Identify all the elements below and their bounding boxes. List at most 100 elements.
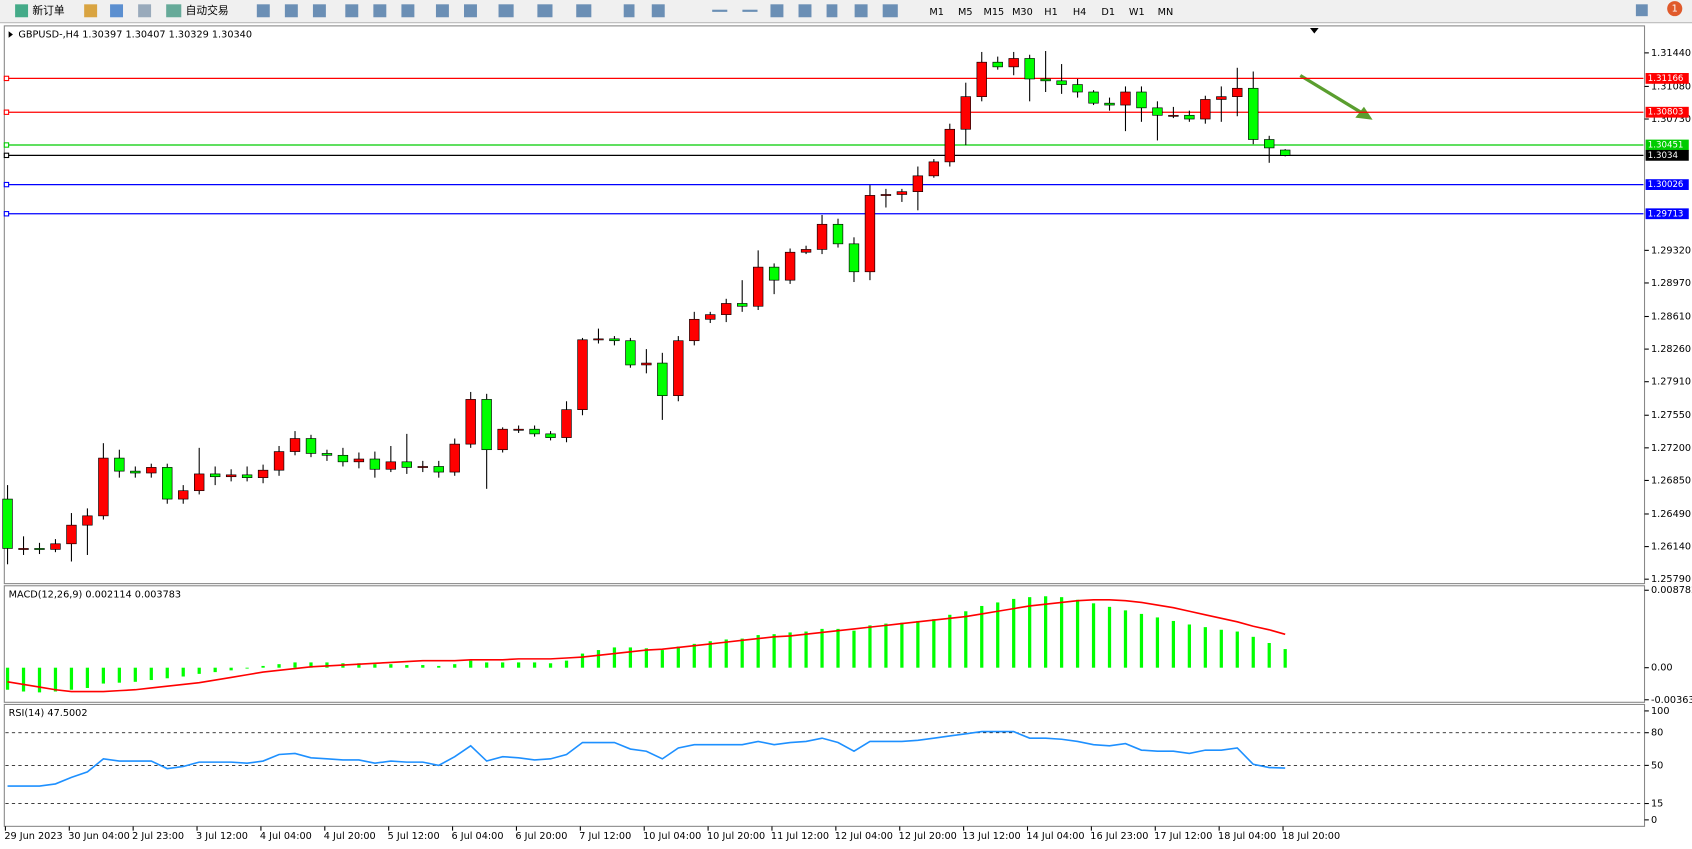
level-label-box [1645, 73, 1689, 84]
candle-body [1264, 139, 1275, 149]
x-tick-label: 16 Jul 23:00 [1090, 831, 1148, 842]
macd-bar [69, 667, 74, 690]
icon[interactable] [284, 4, 298, 18]
timeframe-button[interactable]: M30 [1012, 7, 1033, 18]
macd-bar [660, 650, 664, 668]
icon[interactable] [110, 4, 124, 18]
icon[interactable] [770, 4, 784, 18]
macd-bar [516, 662, 521, 668]
candle-body [577, 339, 588, 410]
icon[interactable] [742, 9, 758, 12]
candle-body [912, 175, 924, 193]
timeframe-button[interactable]: M15 [983, 7, 1004, 18]
timeframe-button[interactable]: H4 [1073, 7, 1086, 18]
macd-bar [453, 664, 457, 668]
toolbar [0, 0, 1692, 23]
candle-body [864, 195, 876, 273]
icon[interactable] [345, 4, 359, 18]
timeframe-button[interactable]: M1 [929, 7, 944, 18]
auto-trading-icon[interactable] [166, 4, 182, 18]
macd-bar [229, 667, 233, 671]
x-tick-label: 6 Jul 20:00 [515, 831, 567, 842]
icon[interactable] [373, 4, 387, 18]
timeframe-button[interactable]: W1 [1129, 7, 1145, 18]
candle-body [800, 249, 812, 253]
icon[interactable] [312, 4, 326, 18]
macd-bar [1171, 620, 1176, 668]
candle-body [66, 524, 77, 545]
y-tick-label: 1.28970 [1651, 278, 1691, 289]
timeframe-button[interactable]: H1 [1044, 7, 1057, 18]
candle-body [657, 362, 668, 397]
candle-body [34, 548, 45, 550]
candle-body [1280, 149, 1291, 156]
macd-title: MACD(12,26,9) 0.002114 0.003783 [9, 589, 181, 600]
level-label-box [1645, 106, 1689, 118]
candle-body [209, 473, 221, 478]
level-label-box [1645, 139, 1689, 151]
level-handle [3, 75, 10, 82]
candle-body [641, 362, 652, 366]
macd-bar [724, 639, 728, 668]
notification-badge[interactable] [1667, 1, 1683, 17]
icon[interactable] [138, 4, 152, 18]
timeframe-button[interactable]: D1 [1101, 7, 1115, 18]
candle-body [513, 428, 524, 431]
icon[interactable] [798, 4, 812, 18]
new-order-button[interactable]: 新订单 [32, 4, 65, 17]
timeframe-button[interactable]: M5 [958, 7, 973, 18]
candle-body [225, 474, 237, 478]
candle-body [944, 128, 955, 163]
candle-body [18, 548, 29, 550]
rsi-line [7, 730, 1286, 787]
macd-bar [932, 619, 936, 668]
y-tick-label: 1.26850 [1651, 475, 1691, 486]
y-tick-label: 50 [1651, 760, 1663, 771]
icon[interactable] [401, 4, 415, 18]
timeframe-button[interactable]: MN [1158, 7, 1174, 18]
macd-bar [85, 667, 90, 688]
candle-body [273, 451, 285, 471]
icon[interactable] [712, 9, 728, 12]
macd-bar [708, 641, 712, 668]
icon[interactable] [651, 4, 665, 18]
icon[interactable] [826, 4, 838, 18]
icon[interactable] [84, 4, 98, 18]
candle-body [673, 340, 684, 397]
candle-body [114, 457, 125, 472]
icon[interactable] [464, 4, 477, 18]
candle-body [481, 399, 492, 451]
notification-count: 1 [1672, 4, 1678, 15]
macd-bar [1059, 597, 1064, 668]
macd-bar [836, 628, 840, 668]
macd-bar [213, 667, 217, 673]
x-tick-label: 18 Jul 04:00 [1218, 831, 1276, 842]
macd-bar [389, 664, 393, 668]
icon[interactable] [498, 4, 514, 18]
candle-body [992, 61, 1003, 68]
candle-body [178, 490, 189, 500]
search-icon[interactable] [1635, 4, 1648, 17]
y-tick-label: 1.30730 [1651, 114, 1691, 125]
icon[interactable] [854, 4, 868, 18]
icon[interactable] [435, 4, 449, 18]
y-tick-label: 1.31440 [1651, 48, 1691, 59]
auto-trading-button[interactable]: 自动交易 [186, 4, 229, 17]
macd-bar [373, 664, 377, 668]
x-tick-label: 2 Jul 23:00 [132, 831, 184, 842]
level-label-box [1645, 179, 1689, 190]
icon[interactable] [576, 4, 592, 18]
new-order-icon[interactable] [15, 4, 29, 18]
icon[interactable] [537, 4, 553, 18]
y-tick-label: 1.31080 [1651, 81, 1691, 92]
candle-body [385, 461, 397, 470]
macd-bar [692, 643, 696, 668]
icon[interactable] [256, 4, 270, 18]
macd-bar [277, 664, 281, 668]
macd-bar [37, 667, 42, 693]
icon[interactable] [623, 4, 635, 18]
candle-body [561, 409, 572, 438]
level-handle [3, 152, 10, 159]
icon[interactable] [882, 4, 898, 18]
